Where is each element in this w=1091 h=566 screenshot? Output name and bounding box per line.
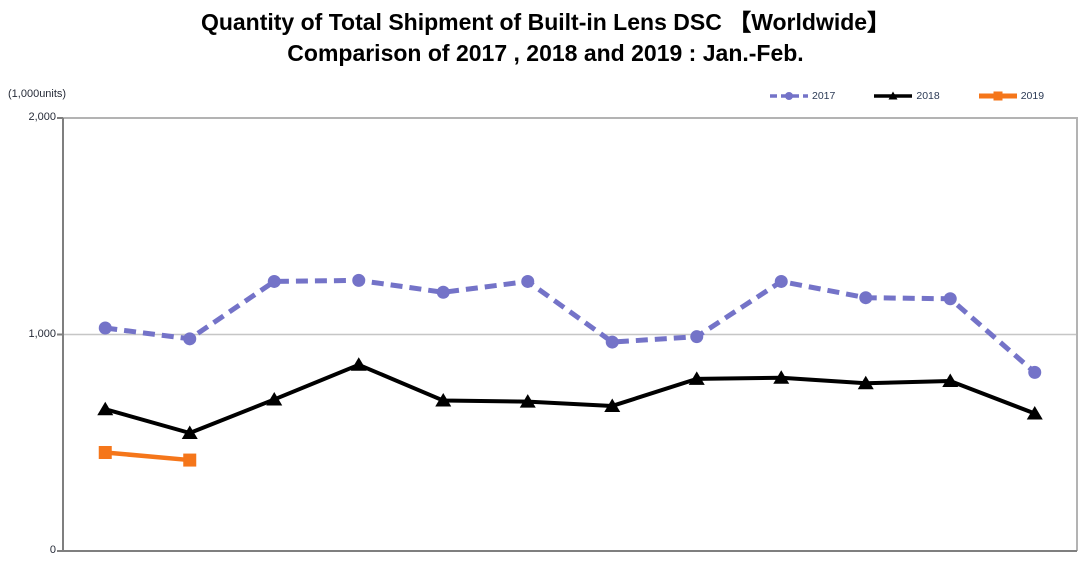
data-point-2018-7 — [604, 398, 621, 412]
data-point-2017-6 — [521, 274, 535, 288]
y-tick-label-0: 0 — [49, 544, 56, 556]
data-point-2019-1 — [98, 445, 112, 459]
legend-swatch-2019 — [978, 91, 1017, 101]
data-point-2017-10 — [859, 291, 873, 305]
data-point-2017-1 — [98, 321, 112, 335]
y-axis-unit-label: (1,000units) — [8, 88, 67, 100]
data-point-2017-8 — [690, 330, 704, 344]
series-2018 — [97, 357, 1043, 440]
plot-frame — [63, 117, 1078, 551]
y-tick-label-2000: 2,000 — [28, 111, 56, 123]
data-point-2018-10 — [857, 375, 874, 390]
data-point-2018-2 — [181, 425, 198, 440]
legend-item-2019: 2019 — [978, 89, 1045, 103]
chart-title-line2: Comparison of 2017 , 2018 and 2019 : Jan… — [287, 40, 804, 66]
legend-swatch-2018 — [874, 91, 913, 100]
y-tick-label-1000: 1,000 — [28, 327, 56, 340]
data-point-2017-5 — [436, 285, 450, 299]
data-point-2018-11 — [942, 373, 959, 388]
data-point-2018-6 — [519, 394, 536, 408]
data-point-2017-7 — [605, 335, 619, 349]
series-2019-line — [105, 450, 190, 463]
legend-label-2019: 2019 — [1020, 90, 1045, 102]
legend-marker-square — [993, 91, 1003, 101]
data-point-2017-12 — [1028, 365, 1042, 379]
chart-title-line1: Quantity of Total Shipment of Built-in L… — [200, 9, 891, 35]
data-point-2017-4 — [352, 273, 366, 287]
legend-item-2018: 2018 — [874, 89, 940, 103]
data-point-2018-12 — [1026, 406, 1043, 420]
data-point-2018-3 — [266, 391, 283, 406]
data-point-2018-4 — [350, 357, 367, 371]
data-point-2019-2 — [183, 453, 197, 467]
series-2017 — [98, 273, 1042, 379]
legend-label-2018: 2018 — [916, 90, 940, 102]
legend-marker-circle — [785, 92, 793, 100]
data-point-2017-2 — [183, 332, 197, 346]
data-point-2018-5 — [435, 393, 452, 407]
chart-legend: 2017 2018 2019 — [770, 89, 1044, 103]
data-point-2017-9 — [774, 274, 788, 288]
chart-title: Quantity of Total Shipment of Built-in L… — [0, 7, 1091, 69]
legend-label-2017: 2017 — [812, 90, 836, 102]
series-2018-line — [104, 362, 1036, 436]
data-point-2017-3 — [267, 274, 281, 288]
data-point-2018-9 — [773, 370, 790, 384]
data-point-2018-8 — [688, 371, 705, 385]
legend-marker-triangle — [888, 91, 898, 100]
data-point-2018-1 — [97, 401, 114, 416]
series-2017-line — [104, 277, 1037, 375]
series-2019 — [98, 445, 197, 467]
data-point-2017-11 — [943, 292, 957, 306]
legend-item-2017: 2017 — [770, 89, 835, 103]
legend-swatch-2017 — [770, 92, 808, 100]
